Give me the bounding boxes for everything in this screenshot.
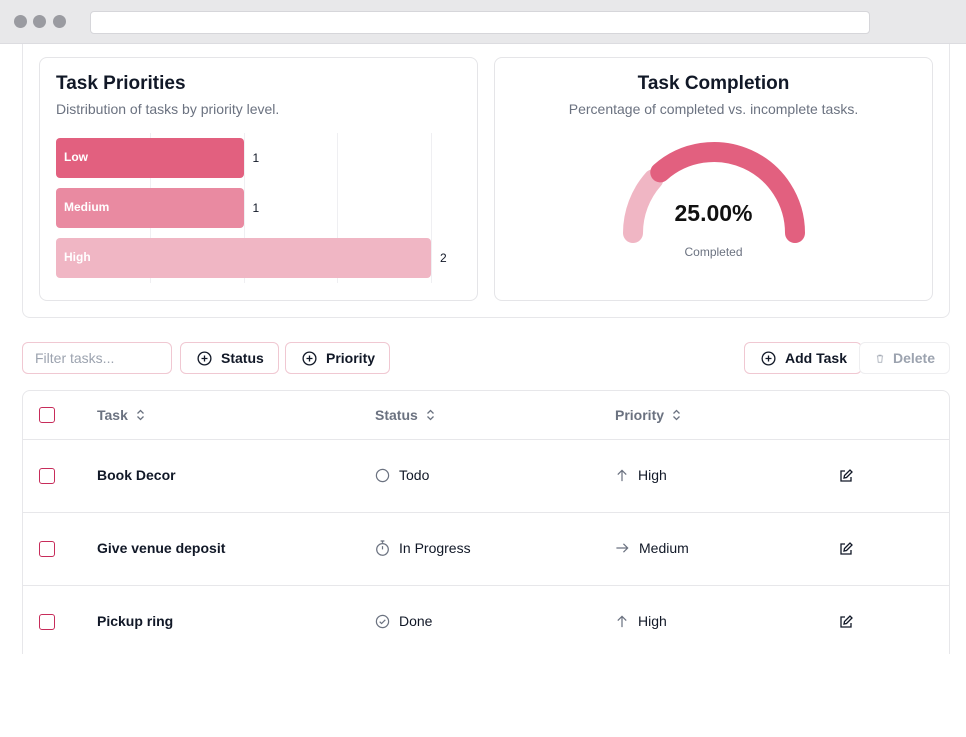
completion-gauge [623, 142, 805, 243]
completion-title: Task Completion [637, 73, 790, 94]
status-header-label: Status [375, 407, 418, 423]
row-checkbox[interactable] [39, 541, 55, 557]
charts-section [22, 44, 950, 318]
status-filter-label: Status [221, 350, 264, 366]
status-cell: Todo [375, 467, 429, 483]
timer-icon [376, 540, 389, 556]
priority-text: High [638, 467, 667, 483]
address-bar[interactable] [90, 11, 870, 34]
gauge-segment-incomplete [650, 142, 805, 243]
window-maximize-dot[interactable] [53, 15, 66, 28]
page-viewport: Task Priorities Distribution of tasks by… [0, 44, 966, 654]
priority-cell: High [615, 467, 667, 483]
grid-line [337, 133, 339, 283]
task-title: Book Decor [97, 467, 176, 483]
status-cell: In Progress [375, 540, 471, 556]
table-row[interactable]: Give venue deposit In Progress Medium [23, 513, 949, 586]
priority-cell: High [615, 613, 667, 629]
completion-subtitle: Percentage of completed vs. incomplete t… [568, 101, 859, 117]
delete-label: Delete [892, 350, 935, 366]
edit-icon[interactable] [839, 615, 853, 629]
arrow-up-icon [617, 468, 627, 481]
priorities-card: Task Priorities Distribution of tasks by… [39, 57, 478, 301]
priority-cell: Medium [615, 540, 689, 556]
bar-low: Low [56, 138, 244, 178]
grid-line [243, 133, 245, 283]
window-close-dot[interactable] [14, 15, 27, 28]
status-text: Todo [399, 467, 430, 483]
completion-caption: Completed [684, 245, 743, 259]
sort-icon [673, 409, 680, 421]
task-title: Pickup ring [97, 613, 174, 629]
arrow-right-icon [616, 543, 629, 553]
plus-circle-icon [302, 350, 317, 366]
bar-category-label: Low [64, 150, 88, 164]
add-task-button[interactable]: Add Task [744, 342, 862, 374]
sort-icon [426, 409, 434, 421]
bar-medium: Medium [56, 188, 244, 228]
plus-circle-icon [761, 350, 776, 366]
priority-column-header[interactable]: Priority [615, 407, 681, 423]
add-task-label: Add Task [785, 350, 847, 366]
priority-text: Medium [639, 540, 689, 556]
trash-icon [876, 354, 884, 363]
circle-icon [375, 468, 390, 482]
bar-category-label: High [64, 250, 91, 264]
status-cell: Done [375, 613, 432, 629]
priorities-title: Task Priorities [56, 73, 186, 94]
plus-circle-icon [197, 350, 212, 366]
table-header-row: Task Status Priority [23, 391, 949, 440]
row-checkbox[interactable] [39, 614, 55, 630]
grid-line [431, 133, 432, 283]
status-text: In Progress [399, 540, 471, 556]
filter-tasks-input[interactable] [22, 342, 172, 374]
edit-icon[interactable] [839, 542, 853, 556]
completion-percent: 25.00% [674, 200, 753, 226]
status-text: Done [399, 613, 433, 629]
window-minimize-dot[interactable] [33, 15, 46, 28]
completion-card: Task Completion Percentage of completed … [494, 57, 933, 301]
table-row[interactable]: Pickup ring Done High [23, 586, 949, 654]
status-filter-button[interactable]: Status [180, 342, 279, 374]
bar-high: High [56, 238, 431, 278]
browser-chrome [0, 0, 966, 44]
task-column-header[interactable]: Task [97, 407, 145, 423]
priority-filter-label: Priority [326, 350, 376, 366]
priority-filter-button[interactable]: Priority [285, 342, 391, 374]
arrow-up-icon [617, 614, 627, 627]
tasks-table: Task Status Priority Book Decor Todo H [22, 390, 950, 654]
priorities-subtitle: Distribution of tasks by priority level. [56, 101, 280, 117]
task-title: Give venue deposit [97, 540, 226, 556]
table-row[interactable]: Book Decor Todo High [23, 440, 949, 513]
bar-value-label: 2 [440, 251, 447, 265]
bar-value-label: 1 [252, 201, 260, 215]
delete-button[interactable]: Delete [859, 342, 950, 374]
row-checkbox[interactable] [39, 468, 55, 484]
status-column-header[interactable]: Status [375, 407, 435, 423]
task-header-label: Task [97, 407, 128, 423]
edit-icon[interactable] [839, 469, 853, 483]
select-all-checkbox[interactable] [39, 407, 55, 423]
gauge-segment-completed [623, 169, 664, 243]
priority-header-label: Priority [615, 407, 665, 423]
bar-category-label: Medium [64, 200, 110, 214]
bar-value-label: 1 [252, 151, 260, 165]
priority-bar-chart: Low 1 Medium 1 High 2 [56, 133, 447, 283]
priority-text: High [638, 613, 667, 629]
sort-icon [136, 409, 144, 421]
check-circle-icon [375, 614, 390, 628]
